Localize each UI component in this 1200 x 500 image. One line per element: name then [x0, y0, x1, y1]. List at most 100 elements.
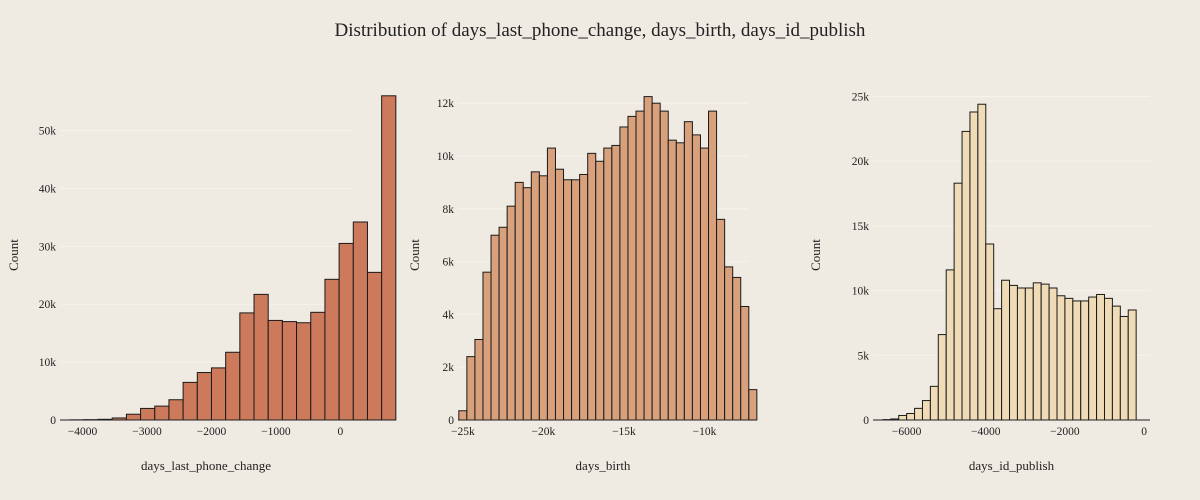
x-tick-label: −2000: [1050, 426, 1080, 438]
histogram-bar: [1016, 287, 1026, 421]
histogram-bar: [554, 168, 565, 421]
histogram-bar: [667, 139, 677, 421]
histogram-bar: [154, 405, 170, 421]
histogram-bar: [969, 111, 979, 421]
y-tick-label: 25k: [852, 91, 870, 103]
histogram-bar: [1024, 287, 1034, 421]
y-axis-label: Count: [808, 239, 823, 271]
histogram-bar: [514, 181, 524, 421]
histogram-bar: [563, 179, 573, 421]
histogram-bar: [603, 147, 613, 421]
histogram-bar: [482, 271, 492, 421]
histogram-bar: [1080, 300, 1090, 421]
histogram-bar: [914, 407, 923, 421]
histogram-bar: [281, 321, 298, 421]
y-tick-label: 40k: [39, 183, 57, 195]
x-tick-label: −25k: [451, 426, 475, 438]
histogram-bar: [1127, 309, 1137, 421]
histogram-bar: [1064, 297, 1074, 421]
histogram-bar: [651, 102, 661, 421]
histogram-bar: [140, 407, 156, 421]
histogram-bar: [310, 311, 326, 421]
histogram-bar: [538, 175, 548, 421]
y-tick-label: 5k: [858, 350, 870, 362]
y-tick-label: 0: [863, 415, 869, 427]
subplot-3: 0 5k 10k 15k 20k 25k −6000 −4000 −2000 0 days_id_p…: [808, 91, 1150, 473]
y-tick-label: 0: [50, 415, 56, 427]
histogram-bar: [708, 110, 718, 421]
histogram-bar: [1009, 284, 1018, 421]
histogram-bar: [1072, 300, 1082, 421]
histogram-bar: [239, 312, 255, 421]
x-tick-label: −1000: [261, 426, 291, 438]
x-tick-label: 0: [338, 426, 344, 438]
histogram-bar: [691, 134, 701, 421]
histogram-bar: [168, 399, 184, 421]
histogram-bar: [985, 243, 995, 421]
histogram-bar: [182, 381, 198, 421]
histogram-bar: [253, 293, 269, 421]
histogram-bar: [1103, 297, 1113, 421]
histogram-bar: [522, 187, 532, 421]
histogram-bar: [1096, 293, 1105, 421]
y-tick-label: 12k: [437, 98, 455, 110]
histogram-bar: [748, 389, 758, 421]
histogram-bar: [627, 115, 637, 421]
histogram-bar: [611, 144, 621, 421]
histogram-bar: [740, 305, 750, 421]
y-tick-label: 2k: [443, 362, 455, 374]
histogram-bar: [961, 130, 971, 421]
x-tick-label: −4000: [971, 426, 1001, 438]
histogram-bar: [366, 271, 383, 421]
histogram-bar: [225, 351, 241, 421]
y-tick-label: 4k: [443, 309, 455, 321]
y-tick-label: 10k: [852, 286, 870, 298]
histogram-bar: [530, 171, 540, 421]
histogram-bar: [937, 334, 947, 421]
histogram-bar: [571, 179, 581, 421]
histogram-bar: [1040, 283, 1050, 421]
histogram-bar: [125, 413, 142, 421]
histogram-bar: [579, 173, 589, 421]
x-tick-label: −2000: [197, 426, 227, 438]
histogram-bar: [619, 126, 629, 421]
histogram-bar: [1056, 295, 1066, 421]
histogram-bar: [587, 152, 597, 421]
histogram-bar: [724, 266, 734, 421]
histogram-bar: [267, 319, 283, 421]
x-axis-label: days_last_phone_change: [141, 458, 271, 473]
y-tick-label: 8k: [443, 204, 455, 216]
histogram-bar: [352, 221, 368, 421]
x-tick-label: −20k: [532, 426, 556, 438]
histogram-bar: [381, 95, 397, 421]
histogram-bar: [659, 110, 669, 421]
histogram-bar: [732, 276, 742, 421]
y-tick-label: 0: [448, 415, 454, 427]
y-axis-label: Count: [6, 239, 21, 271]
histogram-bar: [458, 410, 468, 421]
histogram-bar: [506, 205, 516, 421]
histogram-bar: [675, 142, 685, 421]
histogram-bar: [196, 372, 212, 421]
histogram-bar: [1001, 279, 1011, 421]
x-tick-label: −3000: [132, 426, 162, 438]
y-tick-label: 10k: [437, 151, 455, 163]
histogram-bar: [498, 226, 508, 421]
histogram-bar: [1111, 305, 1121, 421]
y-tick-label: 20k: [39, 299, 57, 311]
histogram-bar: [929, 385, 939, 421]
y-tick-label: 10k: [39, 357, 57, 369]
y-tick-label: 15k: [852, 221, 870, 233]
histogram-bar: [993, 308, 1003, 421]
histogram-bar: [643, 96, 653, 421]
y-tick-label: 30k: [39, 241, 57, 253]
histogram-bar: [921, 400, 931, 421]
histogram-bar: [898, 414, 908, 421]
chart-title: Distribution of days_last_phone_change, …: [334, 20, 866, 41]
subplot-1: 0 10k 20k 30k 40k 50k −4000 −3000 −2000 −1000 0 day…: [6, 95, 397, 473]
histogram-bar: [474, 338, 484, 421]
x-tick-label: −15k: [612, 426, 636, 438]
x-tick-label: 0: [1141, 426, 1147, 438]
histogram-bar: [466, 356, 476, 421]
